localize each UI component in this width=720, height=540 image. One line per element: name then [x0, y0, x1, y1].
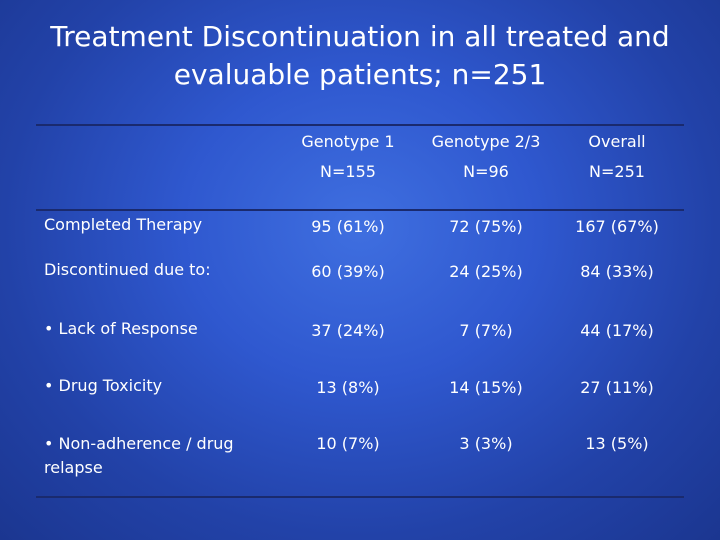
cell-drug-toxicity-genotype-2-3: 14 (15%) — [449, 378, 523, 397]
column-header-name: Genotype 2/3 — [431, 132, 541, 151]
cell-drug-toxicity-genotype-1: 13 (8%) — [316, 378, 380, 397]
row-label-lack-of-response: • Lack of Response — [44, 319, 198, 338]
column-header-count: N=155 — [320, 162, 376, 181]
header-separator-rule — [36, 209, 684, 211]
column-header-count: N=251 — [589, 162, 645, 181]
title-line-2: evaluable patients; n=251 — [173, 58, 547, 91]
cell-discontinued-genotype-1: 60 (39%) — [311, 262, 385, 281]
table-top-rule — [36, 124, 684, 126]
column-header-genotype-2-3: Genotype 2/3 N=96 — [411, 130, 561, 184]
row-label-discontinued: Discontinued due to: — [44, 260, 211, 279]
discontinuation-table: Genotype 1 N=155 Genotype 2/3 N=96 Overa… — [36, 124, 684, 498]
row-label-non-adherence: • Non-adherence / drug relapse — [44, 434, 234, 477]
cell-completed-genotype-1: 95 (61%) — [311, 217, 385, 236]
column-header-count: N=96 — [463, 162, 509, 181]
cell-lack-of-response-overall: 44 (17%) — [580, 321, 654, 340]
slide-title: Treatment Discontinuation in all treated… — [0, 18, 720, 94]
cell-completed-overall: 167 (67%) — [575, 217, 659, 236]
column-header-genotype-1: Genotype 1 N=155 — [270, 130, 426, 184]
cell-non-adherence-overall: 13 (5%) — [585, 434, 649, 453]
cell-lack-of-response-genotype-1: 37 (24%) — [311, 321, 385, 340]
column-header-name: Genotype 1 — [301, 132, 395, 151]
cell-discontinued-genotype-2-3: 24 (25%) — [449, 262, 523, 281]
column-header-name: Overall — [588, 132, 646, 151]
cell-completed-genotype-2-3: 72 (75%) — [449, 217, 523, 236]
cell-lack-of-response-genotype-2-3: 7 (7%) — [459, 321, 513, 340]
row-label-drug-toxicity: • Drug Toxicity — [44, 376, 163, 395]
row-label-completed-therapy: Completed Therapy — [44, 215, 203, 234]
cell-drug-toxicity-overall: 27 (11%) — [580, 378, 654, 397]
title-line-1: Treatment Discontinuation in all treated… — [50, 20, 670, 53]
column-header-overall: Overall N=251 — [557, 130, 677, 184]
cell-non-adherence-genotype-1: 10 (7%) — [316, 434, 380, 453]
cell-discontinued-overall: 84 (33%) — [580, 262, 654, 281]
cell-non-adherence-genotype-2-3: 3 (3%) — [459, 434, 513, 453]
table-bottom-rule — [36, 496, 684, 498]
